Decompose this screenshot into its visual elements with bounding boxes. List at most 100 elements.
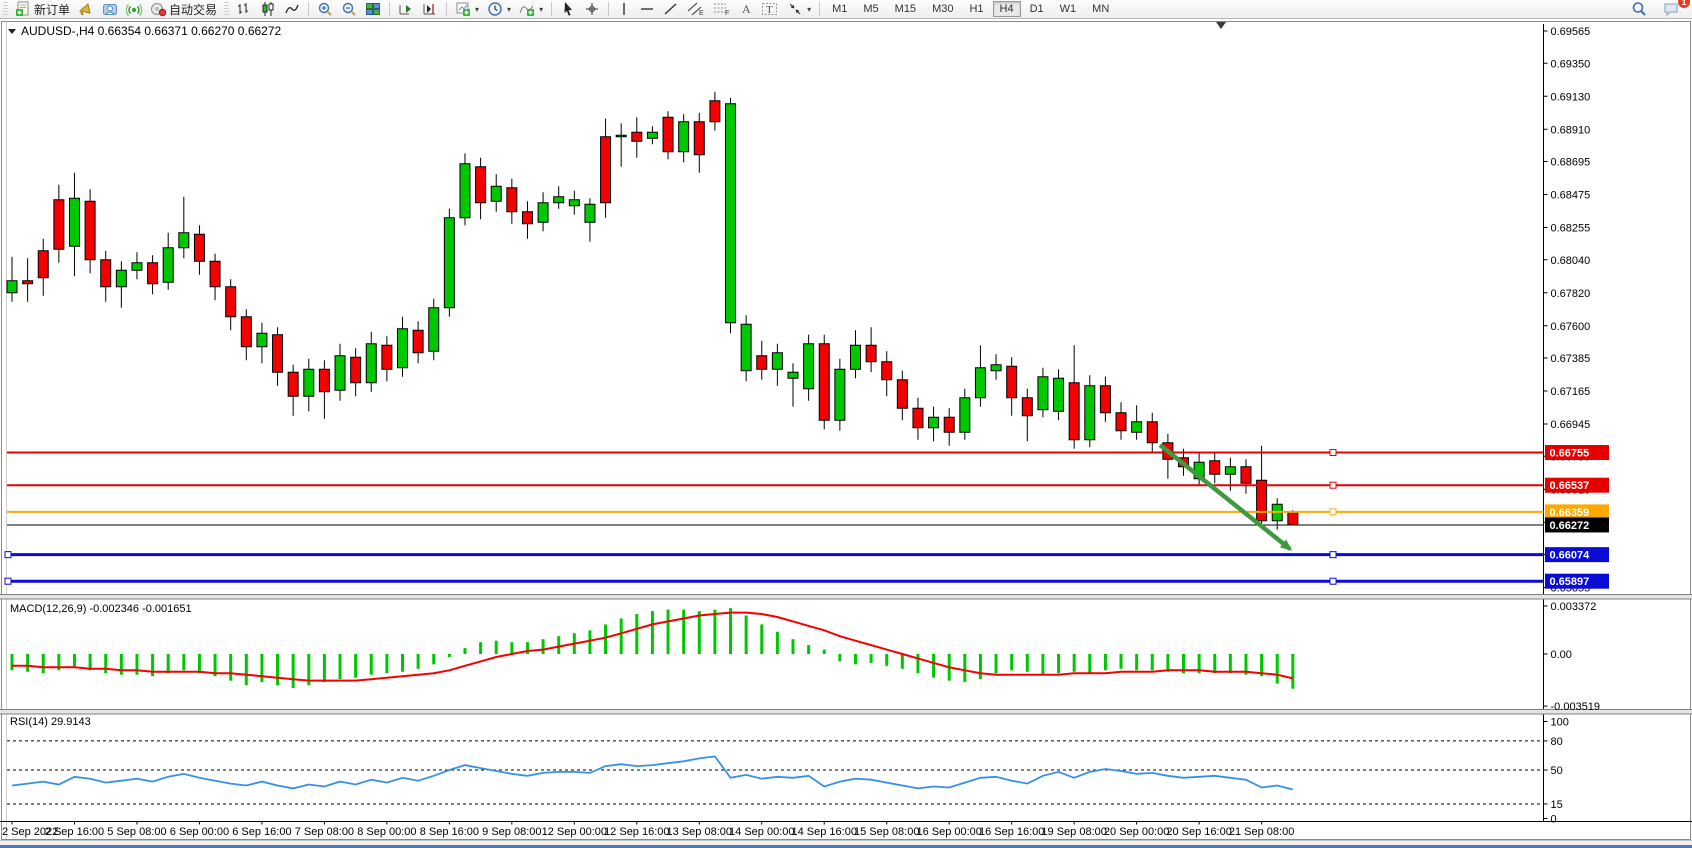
- candle[interactable]: [537, 202, 549, 223]
- candle[interactable]: [631, 131, 643, 142]
- candle[interactable]: [193, 233, 205, 262]
- horizontal-line-button[interactable]: [635, 1, 659, 18]
- hline-handle[interactable]: [1329, 577, 1337, 585]
- candle[interactable]: [209, 260, 221, 288]
- candle[interactable]: [397, 328, 408, 369]
- candle[interactable]: [162, 247, 174, 283]
- candle[interactable]: [865, 344, 877, 363]
- candle[interactable]: [928, 416, 940, 429]
- channel-button[interactable]: E: [683, 1, 709, 18]
- candle[interactable]: [240, 316, 252, 348]
- candle[interactable]: [1006, 365, 1018, 399]
- timeframe-m15-button[interactable]: M15: [894, 3, 917, 15]
- candle[interactable]: [475, 166, 487, 204]
- candle[interactable]: [428, 307, 440, 352]
- candle[interactable]: [1256, 479, 1268, 522]
- periods-button[interactable]: ▾: [483, 1, 515, 18]
- rsi-panel[interactable]: 100 80 50 15 0: [7, 717, 1569, 826]
- candle[interactable]: [1146, 421, 1158, 444]
- candle[interactable]: [990, 364, 1002, 372]
- hline-handle[interactable]: [4, 551, 12, 559]
- candle[interactable]: [521, 211, 533, 225]
- tile-windows-button[interactable]: [361, 1, 385, 18]
- trend-arrow[interactable]: [1158, 443, 1293, 551]
- bar-chart-type-button[interactable]: [232, 1, 256, 18]
- zoom-out-button[interactable]: [337, 1, 361, 18]
- timeframe-m1-button[interactable]: M1: [832, 3, 848, 15]
- candle[interactable]: [1287, 512, 1299, 526]
- candle[interactable]: [490, 185, 502, 202]
- auto-trading-button[interactable]: 自动交易: [146, 1, 221, 18]
- timeframe-mn-button[interactable]: MN: [1092, 3, 1110, 15]
- candle[interactable]: [1053, 377, 1065, 412]
- candle[interactable]: [68, 197, 80, 247]
- candle[interactable]: [881, 361, 893, 381]
- candle[interactable]: [256, 332, 268, 348]
- candle[interactable]: [287, 371, 299, 397]
- hline-handle[interactable]: [1329, 481, 1337, 489]
- fibonacci-button[interactable]: F: [709, 1, 735, 18]
- panel-splitter[interactable]: [0, 709, 1692, 715]
- arrows-button[interactable]: ▾: [783, 1, 815, 18]
- candle[interactable]: [818, 343, 830, 421]
- candle[interactable]: [959, 397, 971, 433]
- vertical-line-button[interactable]: [613, 1, 635, 18]
- candle[interactable]: [756, 355, 768, 370]
- candle[interactable]: [53, 199, 65, 250]
- candle[interactable]: [1115, 412, 1127, 432]
- candle[interactable]: [584, 203, 596, 223]
- candle[interactable]: [646, 131, 658, 139]
- mql5-horn-button[interactable]: [74, 1, 98, 18]
- candle[interactable]: [834, 368, 846, 421]
- candle[interactable]: [709, 100, 721, 123]
- candle[interactable]: [225, 286, 237, 318]
- candle-chart-type-button[interactable]: [256, 1, 280, 18]
- candle[interactable]: [1131, 421, 1143, 433]
- candle[interactable]: [318, 368, 330, 393]
- line-chart-type-button[interactable]: [280, 1, 304, 18]
- candle[interactable]: [365, 343, 377, 384]
- candle[interactable]: [131, 262, 143, 271]
- candle[interactable]: [1068, 382, 1080, 441]
- symbol-dropdown-icon[interactable]: [8, 28, 16, 34]
- timeframe-w1-button[interactable]: W1: [1059, 3, 1077, 15]
- candle[interactable]: [787, 371, 799, 379]
- macd-panel[interactable]: 0.003372 0.00 -0.003519: [10, 601, 1600, 713]
- candle[interactable]: [443, 217, 455, 309]
- candle[interactable]: [615, 134, 627, 138]
- candle[interactable]: [740, 323, 752, 372]
- candle[interactable]: [1209, 460, 1221, 475]
- text-label-button[interactable]: T: [757, 1, 783, 18]
- timeframe-m5-button[interactable]: M5: [863, 3, 879, 15]
- candle[interactable]: [506, 187, 518, 213]
- candle[interactable]: [553, 196, 565, 204]
- candle[interactable]: [678, 121, 690, 153]
- candle[interactable]: [896, 379, 908, 409]
- candle[interactable]: [803, 343, 815, 390]
- hline-handle[interactable]: [1329, 449, 1337, 456]
- auto-scroll-button[interactable]: [394, 1, 418, 18]
- text-button[interactable]: A: [735, 1, 757, 18]
- indicators-button[interactable]: ▾: [515, 1, 547, 18]
- candle[interactable]: [115, 269, 127, 288]
- timeframe-h1-button[interactable]: H1: [969, 3, 984, 15]
- candle[interactable]: [1099, 385, 1111, 414]
- notifications-button[interactable]: 1: [1659, 0, 1690, 18]
- candle[interactable]: [6, 280, 18, 294]
- cursor-button[interactable]: [556, 1, 580, 18]
- candle[interactable]: [459, 163, 471, 219]
- hline-handle[interactable]: [4, 577, 12, 585]
- search-button[interactable]: [1627, 1, 1651, 18]
- panel-splitter[interactable]: [0, 594, 1692, 600]
- timeframe-d1-button[interactable]: D1: [1029, 3, 1044, 15]
- chart-shift-button[interactable]: [418, 1, 442, 18]
- candle[interactable]: [943, 416, 955, 433]
- candle[interactable]: [334, 355, 346, 391]
- candle[interactable]: [22, 280, 34, 285]
- candle[interactable]: [1084, 385, 1096, 441]
- candle[interactable]: [412, 329, 424, 354]
- candle[interactable]: [350, 356, 362, 384]
- candlesticks[interactable]: [6, 91, 1299, 530]
